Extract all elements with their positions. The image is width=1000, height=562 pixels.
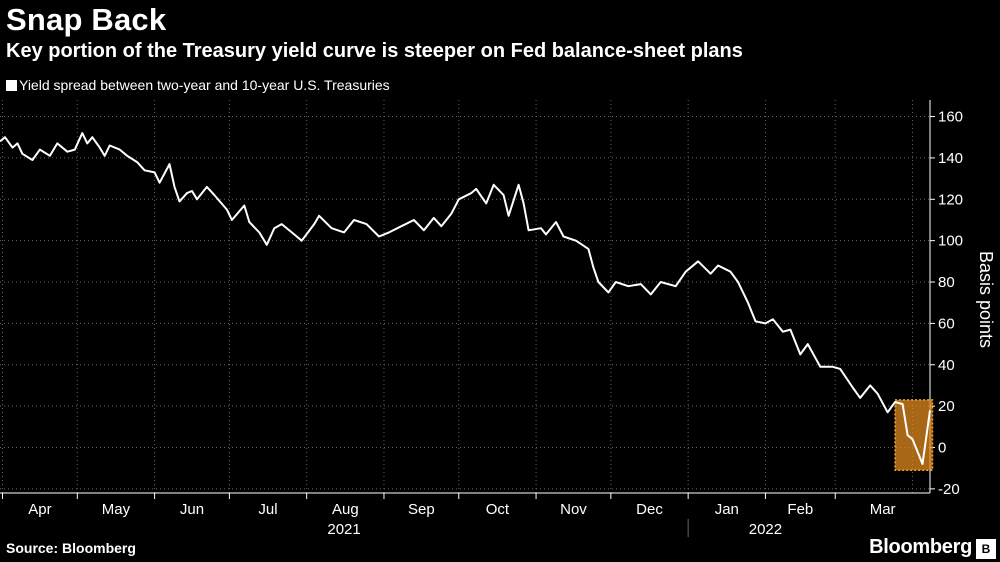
- y-tick-label: 140: [938, 150, 963, 167]
- x-tick-label: Feb: [787, 501, 813, 518]
- brand-logo: Bloomberg: [869, 536, 972, 558]
- y-tick-label: 60: [938, 315, 955, 332]
- y-tick-label: 0: [938, 439, 946, 456]
- y-tick-label: 80: [938, 274, 955, 291]
- brand-mark-icon: B: [976, 539, 996, 559]
- legend: Yield spread between two-year and 10-yea…: [6, 77, 390, 93]
- y-tick-label: 160: [938, 109, 963, 126]
- x-tick-label: May: [102, 501, 131, 518]
- x-tick-label: Jan: [715, 501, 739, 518]
- year-label: 2021: [327, 521, 360, 538]
- y-tick-label: 120: [938, 191, 963, 208]
- legend-label: Yield spread between two-year and 10-yea…: [19, 77, 390, 93]
- y-tick-label: 100: [938, 233, 963, 250]
- x-tick-label: Sep: [408, 501, 435, 518]
- y-axis-title: Basis points: [976, 251, 996, 348]
- y-tick-label: 20: [938, 398, 955, 415]
- series-line: [0, 132, 931, 465]
- x-tick-label: Jun: [180, 501, 204, 518]
- x-tick-label: Mar: [870, 501, 896, 518]
- x-tick-label: Nov: [560, 501, 587, 518]
- x-tick-label: Apr: [28, 501, 51, 518]
- x-tick-label: Dec: [636, 501, 663, 518]
- x-tick-label: Oct: [486, 501, 510, 518]
- source-note: Source: Bloomberg: [6, 540, 136, 556]
- year-label: 2022: [749, 521, 782, 538]
- y-tick-label: -20: [938, 481, 960, 498]
- x-tick-label: Aug: [332, 501, 359, 518]
- chart-title: Snap Back: [6, 2, 167, 37]
- chart-subtitle: Key portion of the Treasury yield curve …: [6, 40, 743, 62]
- legend-swatch: [6, 79, 17, 91]
- y-tick-label: 40: [938, 357, 955, 374]
- x-tick-label: Jul: [258, 501, 277, 518]
